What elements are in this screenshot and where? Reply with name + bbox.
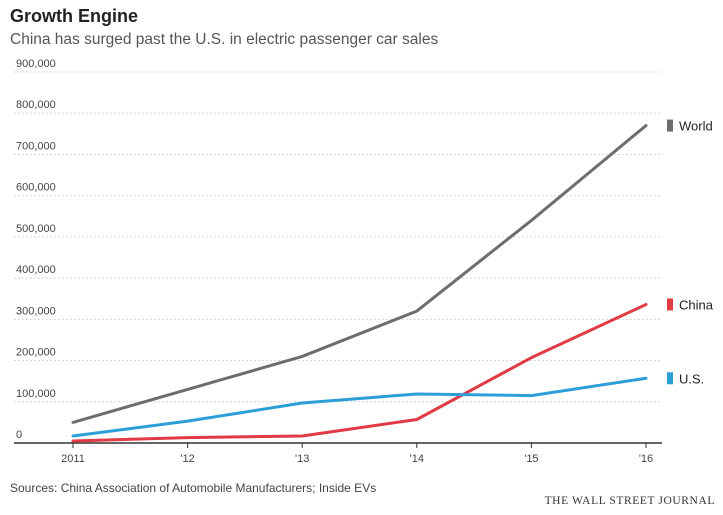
x-tick-label: 2011 [61, 453, 85, 465]
y-tick-label: 100,000 [16, 388, 56, 400]
x-tick-label: '15 [524, 453, 538, 465]
y-tick-label: 300,000 [16, 305, 56, 317]
y-tick-label: 600,000 [16, 182, 56, 194]
y-tick-label: 400,000 [16, 264, 56, 276]
series-line-china [71, 302, 648, 443]
y-tick-label: 700,000 [16, 140, 56, 152]
legend-swatch-world [667, 119, 673, 132]
legend-label-china: China [679, 297, 714, 312]
legend-label-world: World [679, 119, 713, 134]
legend-label-us: U.S. [679, 371, 704, 386]
x-tick-label: '12 [180, 453, 194, 465]
publisher-credit: THE WALL STREET JOURNAL [544, 495, 715, 507]
legend-swatch-china [667, 298, 673, 311]
legend-swatch-us [667, 372, 673, 385]
source-note: Sources: China Association of Automobile… [10, 481, 377, 495]
chart-subtitle: China has surged past the U.S. in electr… [10, 31, 439, 48]
series-line-us [71, 376, 648, 438]
y-tick-label: 0 [16, 429, 22, 441]
y-tick-label: 800,000 [16, 99, 56, 111]
x-tick-label: '16 [639, 453, 653, 465]
y-tick-label: 500,000 [16, 223, 56, 235]
chart-title: Growth Engine [10, 6, 138, 26]
x-tick-label: '13 [295, 453, 309, 465]
y-tick-label: 200,000 [16, 347, 56, 359]
series-line-world [71, 124, 648, 424]
x-tick-label: '14 [410, 453, 424, 465]
y-tick-label: 900,000 [16, 58, 56, 70]
